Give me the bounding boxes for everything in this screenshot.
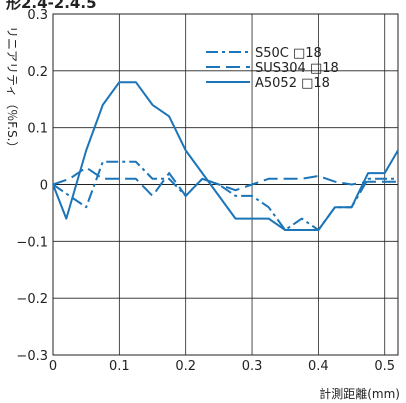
series-line-1	[52, 160, 398, 231]
y-axis-label: リニアリティ（％F.S.）	[5, 26, 19, 154]
x-tick-label: 0.5	[374, 359, 395, 374]
grid	[53, 14, 398, 355]
tick-labels: 0 0.1 0.2 0.3 0.4 0.5 0.3 0.2 0.1 0 −0.1 −0.2 −0.3	[16, 8, 395, 374]
series-layer	[52, 81, 399, 231]
x-tick-label: 0.4	[308, 359, 329, 374]
x-tick-label: 0.2	[175, 359, 196, 374]
x-axis-label: 計測距離(mm)	[319, 386, 400, 401]
y-tick-label: 0.1	[27, 122, 48, 137]
y-tick-label: −0.3	[16, 349, 48, 364]
y-tick-label: −0.2	[16, 292, 48, 307]
x-tick-label: 0	[49, 359, 57, 374]
legend-label: SUS304 □18	[255, 61, 339, 76]
y-tick-label: 0	[40, 179, 48, 194]
legend-label: A5052 □18	[255, 76, 330, 91]
y-tick-label: 0.2	[27, 65, 48, 80]
y-tick-label: 0.3	[27, 8, 48, 23]
legend-label: S50C □18	[255, 46, 322, 61]
x-tick-label: 0.1	[109, 359, 130, 374]
y-tick-label: −0.1	[16, 235, 48, 250]
series-line-2	[52, 166, 398, 197]
page-heading: 形2.4-2.4.5	[6, 0, 97, 12]
series-line-3	[52, 81, 399, 231]
x-tick-label: 0.3	[242, 359, 263, 374]
